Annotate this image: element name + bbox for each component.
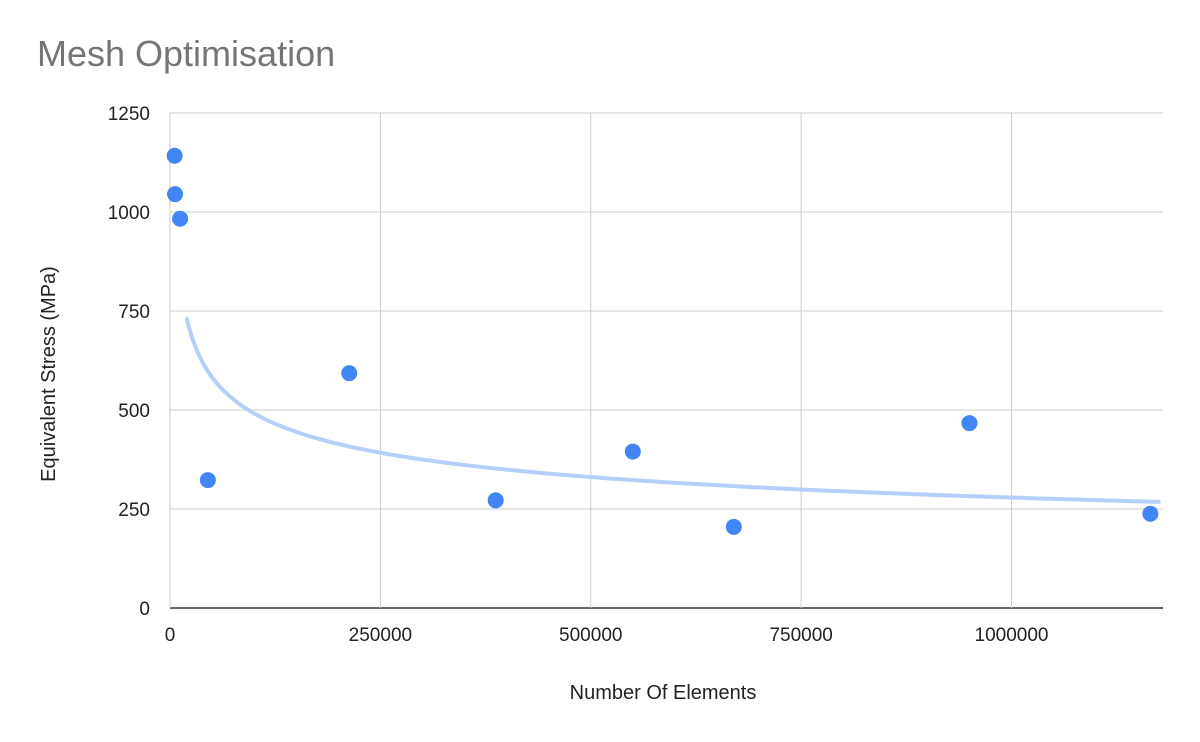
data-point	[725, 518, 742, 535]
chart-title: Mesh Optimisation	[37, 33, 336, 74]
data-point	[199, 472, 216, 489]
y-tick-label: 750	[118, 302, 150, 323]
data-point	[1142, 505, 1159, 522]
x-axis-title: Number Of Elements	[570, 682, 757, 704]
data-point	[487, 492, 504, 509]
data-points	[166, 147, 1159, 535]
y-tick-label: 1000	[108, 203, 150, 224]
data-point	[172, 210, 189, 227]
y-tick-label: 1250	[108, 104, 150, 125]
trendline	[184, 316, 1161, 504]
x-tick-label: 0	[165, 625, 176, 646]
data-point	[624, 443, 641, 460]
y-tick-label: 0	[139, 599, 150, 620]
data-point	[166, 147, 183, 164]
x-tick-label: 500000	[559, 625, 622, 646]
y-tick-label: 500	[118, 401, 150, 422]
y-tick-label: 250	[118, 500, 150, 521]
tick-labels: 0 250 500 750 1000 1250 0 250000 500000 750000 100…	[108, 104, 1049, 646]
data-point	[167, 186, 184, 203]
x-tick-label: 750000	[769, 625, 832, 646]
x-tick-label: 250000	[349, 625, 412, 646]
data-point	[961, 415, 978, 432]
y-axis-title: Equivalent Stress (MPa)	[38, 266, 60, 482]
grid-lines	[169, 112, 1163, 609]
data-point	[341, 365, 358, 382]
x-tick-label: 1000000	[975, 625, 1049, 646]
